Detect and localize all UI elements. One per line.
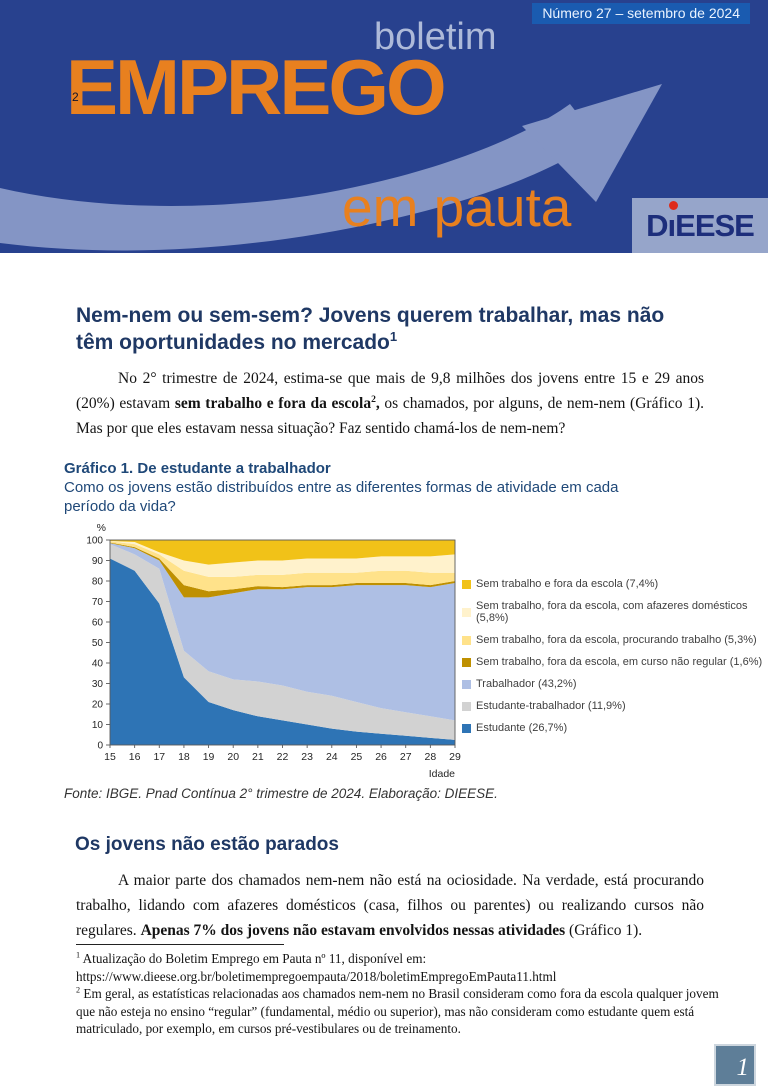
- legend-swatch-icon: [462, 607, 471, 617]
- footnote-separator: [76, 944, 284, 945]
- masthead-subtitle: em pauta: [342, 176, 572, 238]
- area-sem-trabalho-fora-escola: [110, 540, 455, 565]
- y-tick-label: 70: [92, 597, 104, 608]
- arrow-swoosh-graphic: [0, 84, 662, 251]
- legend-swatch-icon: [462, 635, 471, 645]
- legend-item-estudante: Estudante (26,7%): [462, 722, 768, 734]
- area-estudante-trabalhador: [110, 544, 455, 740]
- legend-label: Estudante (26,7%): [476, 722, 568, 734]
- legend-item-trabalhador: Trabalhador (43,2%): [462, 678, 768, 690]
- y-tick-label: 90: [92, 556, 104, 567]
- x-tick-label: 29: [449, 751, 461, 763]
- area-curso-nao-regular: [110, 542, 455, 598]
- y-tick-label: 20: [92, 700, 104, 711]
- logo-red-dot-i: ı: [667, 208, 677, 243]
- area-estudante: [110, 558, 455, 745]
- x-tick-label: 23: [301, 751, 313, 763]
- x-tick-label: 18: [178, 751, 190, 763]
- issue-label: Número 27 – setembro de 2024: [532, 3, 750, 24]
- y-tick-label: 80: [92, 577, 104, 588]
- legend-swatch-icon: [462, 679, 471, 689]
- x-tick-label: 24: [326, 751, 338, 763]
- legend-label: Sem trabalho e fora da escola (7,4%): [476, 578, 659, 590]
- legend-item-estudante-trabalhador: Estudante-trabalhador (11,9%): [462, 700, 768, 712]
- dieese-logo-text: DıEESE: [646, 208, 755, 243]
- dieese-logo: DıEESE: [632, 198, 768, 253]
- y-tick-label: 0: [97, 741, 103, 752]
- article-title: Nem-nem ou sem-sem? Jovens querem trabal…: [76, 304, 665, 355]
- masthead-title-footnote: 2: [72, 90, 79, 104]
- y-axis-label: %: [97, 522, 106, 534]
- x-tick-label: 27: [400, 751, 412, 763]
- x-tick-label: 26: [375, 751, 387, 763]
- y-tick-label: 10: [92, 720, 104, 731]
- legend-item-sem-trabalho-fora-escola: Sem trabalho e fora da escola (7,4%): [462, 578, 768, 590]
- paragraph-2: A maior parte dos chamados nem-nem não e…: [76, 871, 704, 939]
- chart-source: Fonte: IBGE. Pnad Contínua 2° trimestre …: [64, 786, 498, 801]
- legend-item-afazeres-domesticos: Sem trabalho, fora da escola, com afazer…: [462, 600, 768, 624]
- legend-label: Trabalhador (43,2%): [476, 678, 577, 690]
- title-footnote-ref: 1: [389, 329, 398, 345]
- chart-subheading: Como os jovens estão distribuídos entre …: [64, 479, 619, 515]
- footnote-1: 1 Atualização do Boletim Emprego em Paut…: [76, 950, 427, 966]
- page-number-box: 1: [714, 1044, 756, 1086]
- y-tick-label: 50: [92, 638, 104, 649]
- grafico-svg: 0 10 20 30 40 50 60 70 80 90 100 15 16 17 18 19 20 21 22 23…: [86, 522, 461, 780]
- legend-item-procurando-trabalho: Sem trabalho, fora da escola, procurando…: [462, 634, 768, 646]
- swoosh-band: [0, 104, 598, 251]
- footnote-2: 2 Em geral, as estatísticas relacionadas…: [76, 985, 719, 1036]
- legend-label: Estudante-trabalhador (11,9%): [476, 700, 626, 712]
- area-trabalhador: [110, 543, 455, 721]
- y-tick-label: 100: [86, 536, 103, 547]
- x-tick-label: 17: [153, 751, 165, 763]
- page-number: 1: [736, 1054, 750, 1081]
- x-tick-label: 28: [425, 751, 437, 763]
- x-tick-label: 16: [129, 751, 141, 763]
- chart-heading: Gráfico 1. De estudante a trabalhador: [64, 460, 331, 477]
- x-tick-label: 22: [277, 751, 289, 763]
- x-axis-label: Idade: [429, 768, 455, 780]
- legend-label: Sem trabalho, fora da escola, procurando…: [476, 634, 757, 646]
- footnote-ref-2: 2: [371, 393, 376, 405]
- y-tick-label: 60: [92, 618, 104, 629]
- legend-label: Sem trabalho, fora da escola, com afazer…: [476, 600, 748, 624]
- footnote-1-url: https://www.dieese.org.br/boletimemprego…: [76, 968, 557, 984]
- masthead-pretitle: boletim: [374, 16, 497, 58]
- section-title: Os jovens não estão parados: [75, 833, 339, 855]
- paragraph-1: No 2° trimestre de 2024, estima-se que m…: [76, 369, 704, 437]
- x-tick-label: 25: [351, 751, 363, 763]
- legend-swatch-icon: [462, 701, 471, 711]
- legend-swatch-icon: [462, 723, 471, 733]
- legend-item-curso-nao-regular: Sem trabalho, fora da escola, em curso n…: [462, 656, 768, 668]
- area-afazeres-domesticos: [110, 541, 455, 577]
- x-tick-label: 19: [203, 751, 215, 763]
- grafico-1: 0 10 20 30 40 50 60 70 80 90 100 15 16 17 18 19 20 21 22 23…: [64, 514, 768, 784]
- y-tick-label: 40: [92, 659, 104, 670]
- chart-legend: Sem trabalho e fora da escola (7,4%) Sem …: [462, 578, 768, 744]
- x-tick-label: 20: [227, 751, 239, 763]
- arrow-head-icon: [522, 84, 662, 202]
- x-tick-label: 21: [252, 751, 264, 763]
- masthead: Número 27 – setembro de 2024 boletim EMP…: [0, 0, 768, 253]
- x-tick-label: 15: [104, 751, 116, 763]
- area-procurando-trabalho: [110, 541, 455, 592]
- legend-label: Sem trabalho, fora da escola, em curso n…: [476, 656, 763, 668]
- masthead-title: EMPREGO: [66, 43, 447, 131]
- legend-swatch-icon: [462, 657, 471, 667]
- footnotes: 1 Atualização do Boletim Emprego em Paut…: [76, 950, 724, 1038]
- legend-swatch-icon: [462, 579, 471, 589]
- y-tick-label: 30: [92, 679, 104, 690]
